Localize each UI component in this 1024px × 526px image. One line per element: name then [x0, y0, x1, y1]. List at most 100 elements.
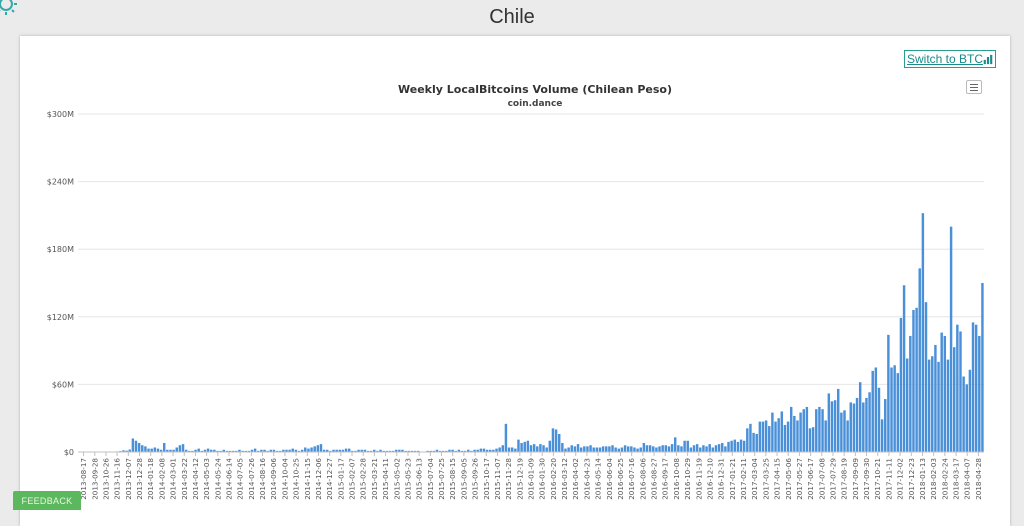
bar[interactable]	[567, 447, 569, 452]
bar[interactable]	[649, 445, 651, 452]
bar[interactable]	[865, 398, 867, 452]
bar[interactable]	[495, 449, 497, 452]
bar[interactable]	[809, 428, 811, 452]
bar[interactable]	[627, 446, 629, 452]
bar[interactable]	[937, 362, 939, 452]
bar[interactable]	[571, 445, 573, 452]
bar[interactable]	[517, 440, 519, 452]
bar[interactable]	[197, 449, 199, 452]
bar[interactable]	[953, 347, 955, 452]
bar[interactable]	[630, 446, 632, 452]
bar[interactable]	[348, 449, 350, 452]
bar[interactable]	[655, 447, 657, 452]
bar[interactable]	[768, 426, 770, 452]
bar[interactable]	[182, 444, 184, 452]
bar[interactable]	[893, 365, 895, 452]
bar[interactable]	[254, 449, 256, 452]
bar[interactable]	[176, 447, 178, 452]
bar[interactable]	[345, 449, 347, 452]
bar[interactable]	[505, 424, 507, 452]
bar[interactable]	[480, 449, 482, 452]
bar[interactable]	[511, 447, 513, 452]
bar[interactable]	[542, 445, 544, 452]
bar[interactable]	[737, 442, 739, 452]
bar[interactable]	[815, 409, 817, 452]
bar[interactable]	[574, 446, 576, 452]
bar[interactable]	[702, 445, 704, 452]
bar[interactable]	[840, 413, 842, 452]
bar[interactable]	[793, 416, 795, 452]
bar[interactable]	[144, 446, 146, 452]
bar[interactable]	[947, 360, 949, 452]
bar[interactable]	[837, 389, 839, 452]
bar[interactable]	[962, 377, 964, 452]
bar[interactable]	[592, 447, 594, 452]
bar[interactable]	[157, 449, 159, 452]
bar[interactable]	[577, 444, 579, 452]
bar[interactable]	[614, 447, 616, 452]
bar[interactable]	[708, 444, 710, 452]
bar[interactable]	[743, 441, 745, 452]
bar[interactable]	[633, 447, 635, 452]
bar[interactable]	[536, 446, 538, 452]
bar[interactable]	[589, 445, 591, 452]
bar[interactable]	[138, 443, 140, 452]
bar[interactable]	[746, 428, 748, 452]
bar[interactable]	[850, 402, 852, 452]
bar[interactable]	[549, 441, 551, 452]
bar[interactable]	[818, 407, 820, 452]
bar[interactable]	[856, 398, 858, 452]
bar[interactable]	[643, 443, 645, 452]
bar[interactable]	[828, 393, 830, 452]
bar[interactable]	[690, 447, 692, 452]
bar[interactable]	[624, 445, 626, 452]
bar[interactable]	[922, 213, 924, 452]
bar[interactable]	[680, 446, 682, 452]
bar[interactable]	[887, 335, 889, 452]
bar[interactable]	[665, 445, 667, 452]
bar[interactable]	[755, 434, 757, 452]
bar[interactable]	[821, 409, 823, 452]
bar[interactable]	[915, 308, 917, 452]
bar[interactable]	[975, 325, 977, 452]
bar[interactable]	[859, 382, 861, 452]
bar[interactable]	[762, 422, 764, 452]
bar[interactable]	[514, 449, 516, 452]
bar[interactable]	[320, 444, 322, 452]
bar[interactable]	[596, 447, 598, 452]
bar[interactable]	[150, 449, 152, 452]
bar[interactable]	[502, 445, 504, 452]
bar[interactable]	[621, 447, 623, 452]
bar[interactable]	[919, 268, 921, 452]
bar[interactable]	[561, 443, 563, 452]
bar[interactable]	[163, 443, 165, 452]
bar[interactable]	[868, 392, 870, 452]
bar[interactable]	[310, 447, 312, 452]
bar[interactable]	[545, 447, 547, 452]
bar[interactable]	[806, 407, 808, 452]
bar[interactable]	[931, 356, 933, 452]
bar[interactable]	[683, 441, 685, 452]
bar[interactable]	[718, 444, 720, 452]
bar[interactable]	[799, 413, 801, 452]
bar[interactable]	[727, 442, 729, 452]
bar[interactable]	[317, 445, 319, 452]
bar[interactable]	[618, 449, 620, 452]
bar[interactable]	[959, 331, 961, 452]
bar[interactable]	[179, 445, 181, 452]
bar[interactable]	[661, 445, 663, 452]
bar[interactable]	[803, 409, 805, 452]
bar[interactable]	[605, 446, 607, 452]
bar[interactable]	[580, 447, 582, 452]
bar[interactable]	[696, 444, 698, 452]
bar[interactable]	[583, 446, 585, 452]
bar[interactable]	[787, 422, 789, 452]
bar[interactable]	[765, 420, 767, 452]
bar[interactable]	[658, 446, 660, 452]
bar[interactable]	[636, 449, 638, 452]
bar[interactable]	[740, 440, 742, 452]
bar[interactable]	[608, 446, 610, 452]
bar[interactable]	[640, 447, 642, 452]
bar[interactable]	[956, 325, 958, 452]
bar[interactable]	[555, 429, 557, 452]
